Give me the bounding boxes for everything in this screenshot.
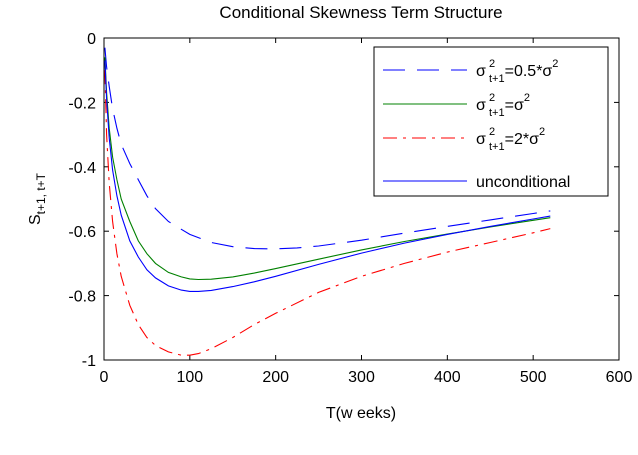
legend-sigma: σ [476, 131, 486, 148]
x-tick-label: 500 [520, 369, 547, 386]
legend-label-0: σ 2 t+1=0.5*σ2 [476, 58, 558, 85]
legend-rest: =2*σ [505, 131, 539, 148]
x-tick-label: 0 [100, 369, 109, 386]
x-axis: 0 100 200 300 400 500 600 [100, 38, 633, 386]
series-line-3 [104, 60, 551, 292]
x-axis-label: T(w eeks) [326, 405, 396, 422]
y-tick-label: -0.4 [68, 160, 96, 177]
legend-label-2: σ 2 t+1=2*σ2 [476, 126, 545, 153]
x-tick-label: 400 [434, 369, 461, 386]
legend-label-3: unconditional [476, 174, 570, 191]
series-layer [104, 47, 551, 356]
x-tick-label: 300 [348, 369, 375, 386]
y-tick-label: -0.2 [68, 95, 96, 112]
legend-rest: =σ [505, 97, 524, 114]
legend-sup: 2 [489, 92, 495, 104]
legend: σ 2 t+1=0.5*σ2σ 2 t+1=σ2σ 2 t+1=2*σ2unconditio… [373, 46, 609, 197]
y-tick-label: -0.8 [68, 289, 96, 306]
legend-sigma: σ [476, 63, 486, 80]
legend-sub: t+1 [489, 107, 505, 119]
series-line-2 [104, 70, 551, 356]
legend-rest-sup: 2 [524, 92, 530, 104]
y-axis-label-sub: t+1, t+T [34, 172, 48, 214]
y-axis-label: St+1, t+T [27, 172, 48, 225]
y-axis-label-base: S [27, 214, 44, 225]
y-tick-label: -1 [82, 353, 96, 370]
series-line-1 [104, 57, 551, 281]
x-tick-label: 600 [606, 369, 633, 386]
legend-box [373, 46, 609, 197]
legend-sub: t+1 [489, 73, 505, 85]
chart-title: Conditional Skewness Term Structure [219, 3, 502, 22]
y-tick-label: -0.6 [68, 224, 96, 241]
legend-label-1: σ 2 t+1=σ2 [476, 92, 530, 119]
x-tick-label: 100 [176, 369, 203, 386]
legend-sub: t+1 [489, 141, 505, 153]
legend-sup: 2 [489, 58, 495, 70]
y-tick-label: 0 [87, 31, 96, 48]
y-axis: 0 -0.2 -0.4 -0.6 -0.8 -1 [68, 31, 619, 370]
legend-rest-sup: 2 [539, 126, 545, 138]
legend-rest: =0.5*σ [505, 63, 553, 80]
legend-sigma: σ [476, 97, 486, 114]
x-tick-label: 200 [262, 369, 289, 386]
legend-text: unconditional [476, 174, 570, 191]
legend-rest-sup: 2 [552, 58, 558, 70]
legend-sup: 2 [489, 126, 495, 138]
series-line-0 [104, 47, 551, 250]
